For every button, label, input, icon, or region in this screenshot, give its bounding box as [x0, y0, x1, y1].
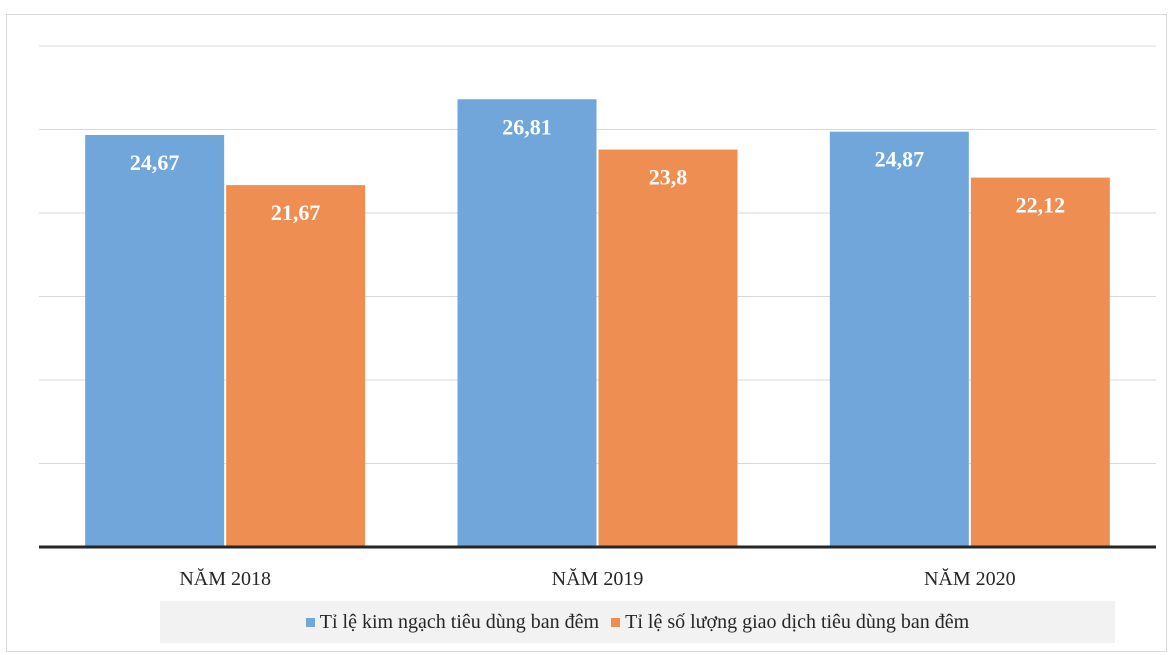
bar — [85, 135, 225, 548]
legend-swatch-orange — [611, 617, 621, 627]
legend-item-giao-dich: Tỉ lệ số lượng giao dịch tiêu dùng ban đ… — [611, 611, 969, 634]
bar — [829, 131, 969, 547]
category-labels: NĂM 2018 NĂM 2019 NĂM 2020 — [179, 567, 1015, 590]
bar — [598, 149, 738, 548]
data-label: 22,12 — [1016, 193, 1066, 218]
legend-item-kim-ngach: Tỉ lệ kim ngạch tiêu dùng ban đêm — [305, 610, 600, 634]
bar — [457, 99, 597, 547]
legend: Tỉ lệ kim ngạch tiêu dùng ban đêm Tỉ lệ … — [160, 601, 1115, 643]
legend-label-giao-dich: Tỉ lệ số lượng giao dịch tiêu dùng ban đ… — [625, 610, 970, 633]
bar — [970, 177, 1110, 547]
data-label: 24,67 — [130, 150, 180, 175]
data-label: 24,87 — [875, 147, 925, 172]
gridlines — [39, 45, 1156, 464]
bars — [85, 99, 1110, 548]
legend-label-kim-ngach: Tỉ lệ kim ngạch tiêu dùng ban đêm — [319, 610, 600, 633]
category-label: NĂM 2020 — [924, 567, 1016, 590]
data-label: 26,81 — [502, 114, 552, 139]
data-label: 23,8 — [649, 165, 688, 190]
data-label: 21,67 — [271, 200, 321, 225]
legend-swatch-blue — [305, 617, 315, 627]
bar — [226, 185, 366, 547]
category-label: NĂM 2019 — [552, 567, 644, 590]
data-labels: 24,67 21,67 26,81 23,8 24,87 22,12 — [130, 114, 1065, 225]
category-label: NĂM 2018 — [179, 567, 271, 590]
